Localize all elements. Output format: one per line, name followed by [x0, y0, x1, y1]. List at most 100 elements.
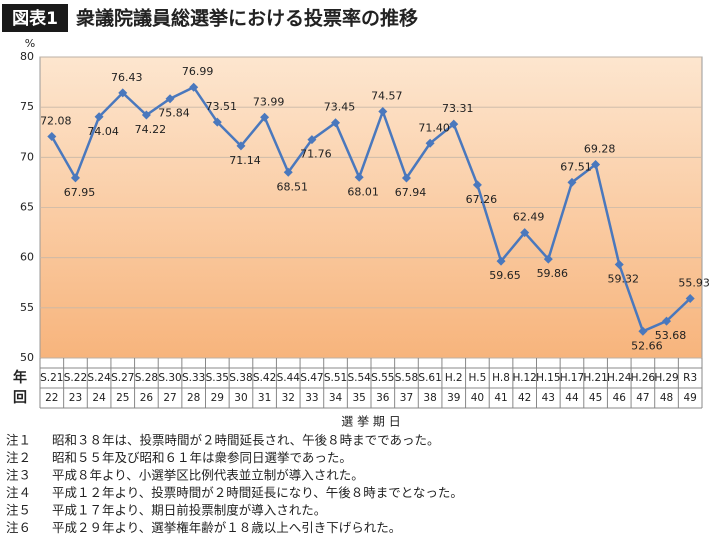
marker: [260, 112, 270, 122]
marker: [307, 135, 317, 145]
x-tick-label: S.51: [324, 372, 347, 384]
line: [50, 85, 692, 333]
marker: [449, 119, 459, 129]
round-label: 48: [660, 392, 673, 404]
data-label: 69.28: [584, 143, 616, 156]
note-label: 注４: [6, 485, 31, 500]
round-label: 43: [542, 392, 555, 404]
round-label: 49: [683, 392, 696, 404]
x-tick-label: S.30: [158, 372, 181, 384]
x-tick-label: S.42: [253, 372, 276, 384]
round-label: 23: [69, 392, 82, 404]
round-label: 22: [45, 392, 58, 404]
round-label: 41: [494, 392, 507, 404]
marker: [94, 112, 104, 122]
data-label: 73.31: [442, 102, 474, 115]
badge: 図表1: [12, 8, 58, 29]
data-label: 74.22: [135, 123, 167, 136]
marker: [543, 254, 553, 264]
x-tick-label: H.15: [536, 372, 560, 384]
note-text: 平成２９年より、選挙権年齢が１８歳以上へ引き下げられた。: [52, 520, 401, 535]
x-tick-label: S.28: [135, 372, 158, 384]
note-text: 平成１７年より、期日前投票制度が導入された。: [52, 503, 326, 518]
x-tick-label: H.2: [445, 372, 463, 384]
x-tick-label: S.54: [347, 372, 371, 384]
x-tick-label: S.44: [277, 372, 301, 384]
x-tick-label: S.55: [371, 372, 394, 384]
round-label: 26: [140, 392, 154, 404]
x-tick-label: H.21: [583, 372, 607, 384]
x-tick-label: S.21: [40, 372, 63, 384]
note-text: 平成８年より、小選挙区比例代表並立制が導入された。: [52, 468, 364, 483]
round-label: 39: [447, 392, 460, 404]
round-label: 42: [518, 392, 531, 404]
round-label: 28: [187, 392, 200, 404]
x-tick-label: R3: [683, 372, 697, 384]
data-label: 68.01: [347, 185, 379, 198]
data-label: 59.86: [537, 267, 569, 280]
marker: [685, 294, 695, 304]
data-label: 68.51: [277, 180, 309, 193]
x-tick-label: H.29: [654, 372, 678, 384]
data-label: 74.04: [87, 125, 119, 138]
data-label: 71.76: [300, 148, 332, 161]
y-tick-label: 50: [20, 351, 34, 364]
marker: [118, 88, 128, 98]
round-label: 35: [352, 392, 365, 404]
x-axis-label: 選 挙 期 日: [341, 415, 400, 429]
badge-bg: [2, 4, 68, 32]
x-tick-label: H.26: [631, 372, 656, 384]
marker: [47, 131, 57, 141]
x-tick-label: H.24: [607, 372, 632, 384]
data-label: 71.40: [418, 121, 450, 134]
marker: [520, 228, 530, 238]
data-label: 59.32: [608, 272, 640, 285]
round-label: 29: [211, 392, 224, 404]
chart-title: 衆議院議員総選挙における投票率の推移: [76, 7, 418, 30]
marker: [236, 141, 246, 151]
note-label: 注１: [6, 433, 31, 448]
data-label: 52.66: [631, 339, 663, 352]
round-label: 25: [116, 392, 129, 404]
data-label: 76.43: [111, 71, 143, 84]
round-label: 34: [329, 392, 343, 404]
data-label: 71.14: [229, 154, 261, 167]
round-label: 33: [305, 392, 318, 404]
y-tick-label: 80: [20, 50, 34, 63]
x-tick-label: S.27: [111, 372, 134, 384]
data-label: 55.93: [678, 277, 710, 290]
y-tick-label: 75: [20, 100, 34, 113]
round-label: 36: [376, 392, 390, 404]
y-tick-label: 60: [20, 251, 34, 264]
marker: [591, 160, 601, 170]
y-tick-label: 65: [20, 201, 34, 214]
data-label: 67.51: [560, 160, 592, 173]
x-tick-label: S.22: [64, 372, 87, 384]
data-label: 67.95: [64, 186, 96, 199]
row-label: 年: [13, 369, 27, 386]
row-label: 回: [13, 390, 27, 406]
x-tick-label: S.24: [87, 372, 111, 384]
marker: [662, 316, 672, 326]
data-label: 73.99: [253, 95, 285, 108]
x-tick-label: H.17: [560, 372, 584, 384]
round-label: 32: [282, 392, 295, 404]
note-text: 昭和３８年は、投票時間が２時間延長され、午後８時までであった。: [52, 433, 440, 448]
marker: [638, 326, 648, 336]
data-label: 75.84: [158, 107, 190, 120]
round-label: 37: [400, 392, 413, 404]
data-label: 67.26: [466, 193, 498, 206]
data-label: 62.49: [513, 211, 545, 224]
note-label: 注３: [6, 468, 31, 483]
x-tick-label: S.38: [229, 372, 252, 384]
round-label: 47: [636, 392, 649, 404]
note-text: 昭和５５年及び昭和６１年は衆参同日選挙であった。: [52, 450, 352, 465]
x-tick-label: S.61: [418, 372, 441, 384]
marker: [165, 94, 175, 104]
marker: [567, 177, 577, 187]
marker: [141, 110, 151, 120]
marker: [354, 172, 364, 182]
marker: [496, 256, 506, 266]
x-tick-label: H.12: [512, 372, 536, 384]
x-tick-label: S.58: [395, 372, 418, 384]
